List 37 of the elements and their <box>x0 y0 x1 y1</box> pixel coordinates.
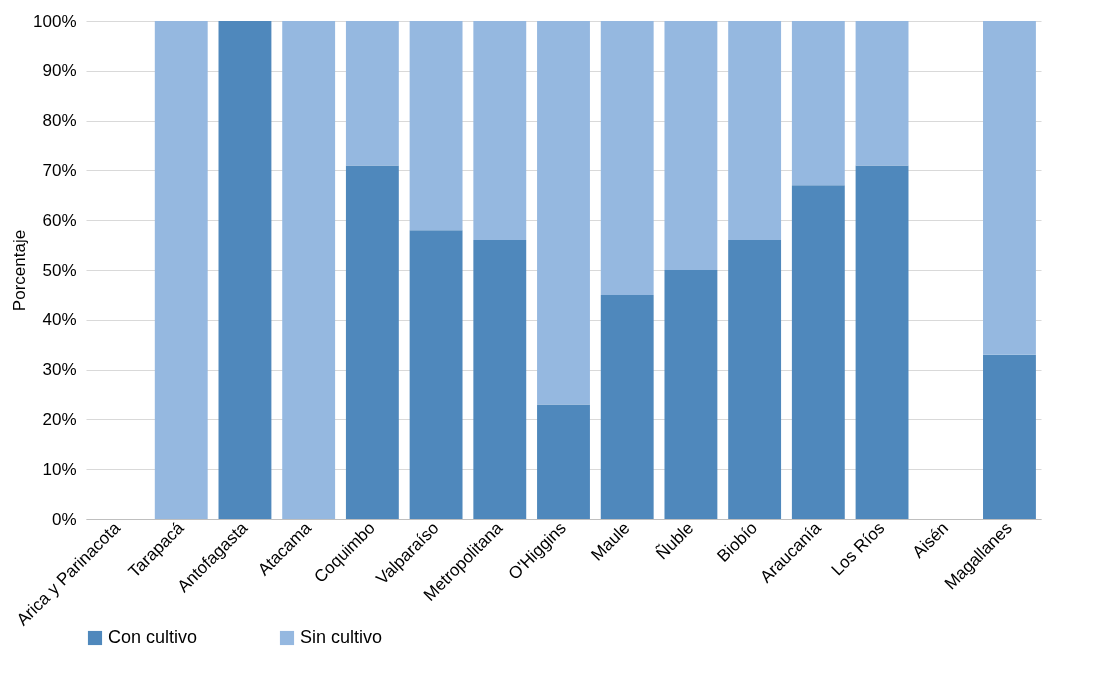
bar <box>983 21 1036 355</box>
bar <box>664 270 718 519</box>
bar <box>537 404 590 519</box>
bar <box>409 230 463 519</box>
bar <box>664 21 718 270</box>
y-tick-label: 70% <box>42 160 77 180</box>
bar <box>855 21 909 166</box>
y-tick-label: 20% <box>42 409 77 429</box>
bar <box>791 185 845 519</box>
bar <box>154 21 208 519</box>
bar <box>728 21 782 241</box>
bar <box>345 165 399 519</box>
y-tick-label: 0% <box>51 509 77 529</box>
bar <box>409 21 463 231</box>
y-tick-label: 90% <box>42 61 77 81</box>
bar <box>600 21 654 295</box>
y-tick-label: 60% <box>42 210 77 230</box>
bar <box>855 165 909 519</box>
bar <box>728 240 782 519</box>
legend-label: Con cultivo <box>108 627 198 647</box>
bar <box>282 21 336 519</box>
bar <box>600 294 654 519</box>
bar <box>983 354 1036 519</box>
bar <box>473 21 527 241</box>
y-tick-label: 30% <box>42 360 77 380</box>
y-tick-label: 10% <box>42 459 77 479</box>
y-axis-title: Porcentaje <box>10 229 30 312</box>
bar <box>218 21 272 519</box>
legend-label: Sin cultivo <box>300 627 383 647</box>
bar <box>345 21 399 166</box>
y-tick-label: 50% <box>42 260 77 280</box>
bar <box>473 240 527 519</box>
bar <box>791 21 845 186</box>
y-tick-label: 100% <box>33 11 77 31</box>
y-tick-label: 40% <box>42 310 77 330</box>
y-tick-label: 80% <box>42 111 77 131</box>
bar <box>537 21 590 405</box>
